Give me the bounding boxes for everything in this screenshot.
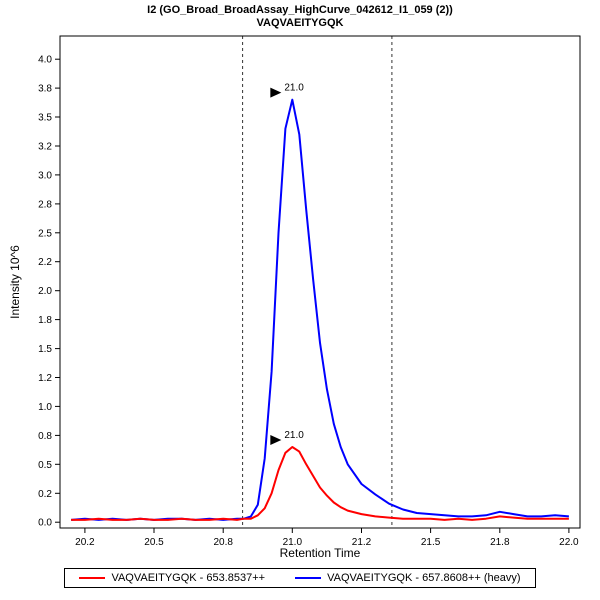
legend: VAQVAEITYGQK - 653.8537++ VAQVAEITYGQK -… — [0, 568, 600, 588]
x-tick-label: 21.0 — [283, 537, 303, 548]
peak-pointer-icon — [270, 434, 282, 445]
plot-border — [59, 35, 581, 529]
x-tick-label: 20.2 — [75, 537, 95, 548]
peak-rt-annotation: 21.0 — [284, 430, 304, 441]
y-tick-label: 2.5 — [38, 228, 52, 239]
x-tick-label: 21.2 — [352, 537, 372, 548]
y-tick-label: 1.0 — [38, 402, 52, 413]
peak-rt-annotation: 21.0 — [284, 83, 304, 94]
y-tick-label: 2.2 — [38, 257, 52, 268]
legend-line-sample-blue — [295, 577, 322, 579]
y-tick-label: 0.5 — [38, 460, 52, 471]
y-tick-label: 0.8 — [38, 431, 52, 442]
plot-area[interactable] — [60, 36, 580, 528]
x-tick-label: 20.8 — [213, 537, 233, 548]
chart-subtitle: VAQVAEITYGQK — [256, 17, 344, 29]
x-tick-label: 20.5 — [144, 537, 164, 548]
y-tick-label: 2.8 — [38, 199, 52, 210]
y-tick-label: 4.0 — [38, 55, 52, 66]
legend-item-light: VAQVAEITYGQK - 653.8537++ — [79, 572, 265, 584]
legend-line-sample-red — [79, 577, 106, 579]
legend-item-heavy: VAQVAEITYGQK - 657.8608++ (heavy) — [295, 572, 521, 584]
y-tick-label: 3.5 — [38, 113, 52, 124]
y-tick-label: 0.0 — [38, 518, 52, 529]
legend-box: VAQVAEITYGQK - 653.8537++ VAQVAEITYGQK -… — [64, 568, 536, 588]
y-tick-label: 3.0 — [38, 170, 52, 181]
x-tick-label: 22.0 — [559, 537, 579, 548]
x-axis-title: Retention Time — [279, 546, 361, 560]
y-tick-label: 3.8 — [38, 84, 52, 95]
y-axis-title: Intensity 10^6 — [8, 245, 22, 319]
y-tick-label: 1.2 — [38, 373, 52, 384]
x-tick-label: 21.5 — [421, 537, 441, 548]
y-tick-label: 1.5 — [38, 344, 52, 355]
chart-title-block: I2 (GO_Broad_BroadAssay_HighCurve_042612… — [0, 4, 600, 30]
chromatogram-plot[interactable]: 21.0 21.0 20.2 20.5 20.8 21.0 21.2 21.5 21.8 22.0… — [0, 30, 600, 550]
legend-label: VAQVAEITYGQK - 657.8608++ (heavy) — [327, 572, 521, 584]
series-line — [71, 446, 569, 521]
y-tick-label: 0.2 — [38, 489, 52, 500]
x-tick-label: 21.8 — [490, 537, 510, 548]
y-tick-label: 2.0 — [38, 286, 52, 297]
peak-pointer-icon — [270, 87, 282, 98]
chart-title: I2 (GO_Broad_BroadAssay_HighCurve_042612… — [147, 4, 453, 16]
y-tick-label: 1.8 — [38, 315, 52, 326]
legend-label: VAQVAEITYGQK - 653.8537++ — [111, 572, 266, 584]
y-tick-label: 3.2 — [38, 142, 52, 153]
